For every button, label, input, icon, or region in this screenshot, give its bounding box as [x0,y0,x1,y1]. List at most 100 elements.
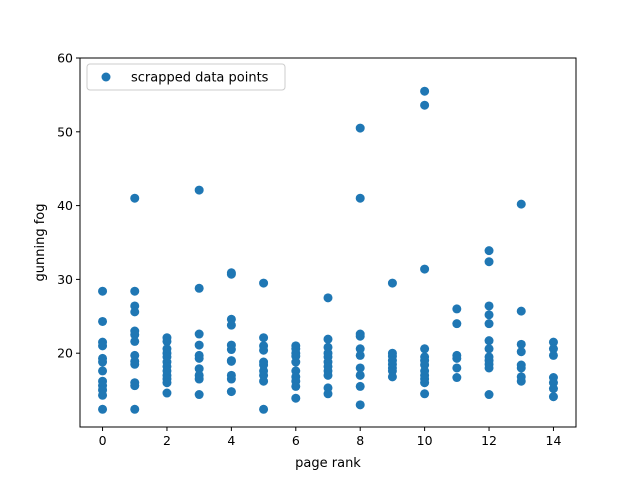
y-tick-label: 60 [57,51,73,66]
data-point [452,304,462,314]
data-point [516,363,526,373]
data-point [516,199,526,209]
y-tick-label: 40 [57,198,73,213]
data-point [226,356,236,366]
y-tick-label: 30 [57,272,73,287]
data-point [516,347,526,357]
data-point [516,376,526,386]
legend: scrapped data points [86,63,286,91]
data-point [259,333,269,343]
data-point [355,344,365,354]
data-point [226,320,236,330]
data-point [162,336,172,346]
data-point [259,404,269,414]
data-point [323,293,333,303]
data-point [323,334,333,344]
data-point [130,286,140,296]
data-point [226,269,236,279]
plot-area-frame [79,57,577,428]
data-point [355,363,365,373]
data-point [194,329,204,339]
data-point [484,336,494,346]
data-point [226,374,236,384]
data-point [355,370,365,380]
y-axis-label: gunning fog [33,204,48,282]
x-tick-label: 8 [356,433,364,448]
legend-box [86,63,286,91]
data-point [355,350,365,360]
data-point [98,390,108,400]
data-point [194,185,204,195]
data-point [98,366,108,376]
x-tick-label: 4 [227,433,235,448]
data-point [162,388,172,398]
data-point [98,341,108,351]
data-point [98,357,108,367]
x-axis-label: page rank [295,456,361,471]
data-point [194,340,204,350]
data-point [323,389,333,399]
data-point [516,339,526,349]
data-point [291,381,301,391]
legend-label: scrapped data points [131,71,269,86]
y-axis-ticks: 20 30 40 50 60 [57,51,80,361]
data-point [548,344,558,354]
data-point [484,301,494,311]
data-point [548,384,558,394]
data-point [452,373,462,383]
legend-marker [101,72,111,82]
data-point [548,392,558,402]
y-tick-label: 20 [57,346,73,361]
data-point [130,359,140,369]
data-point [130,307,140,317]
data-point [130,336,140,346]
data-point [387,372,397,382]
data-point [98,316,108,326]
x-tick-label: 0 [99,433,107,448]
data-point [420,86,430,96]
data-point [484,319,494,329]
data-point [194,364,204,374]
data-point [452,353,462,363]
data-point [420,344,430,354]
data-point [420,264,430,274]
x-tick-label: 14 [546,433,562,448]
data-point [130,381,140,391]
data-point [387,278,397,288]
data-point [548,350,558,360]
data-point [194,353,204,363]
data-point [162,378,172,388]
data-point [484,246,494,256]
data-point [452,319,462,329]
data-point [484,310,494,320]
points-layer [98,86,558,414]
data-point [548,337,558,347]
data-point [484,390,494,400]
data-point [259,345,269,355]
data-point [452,363,462,373]
data-point [130,193,140,203]
x-tick-label: 10 [417,433,433,448]
data-point [355,123,365,133]
x-tick-label: 2 [163,433,171,448]
data-point [194,374,204,384]
data-point [291,393,301,403]
data-point [130,404,140,414]
data-point [259,376,269,386]
data-point [194,390,204,400]
data-point [226,387,236,397]
data-point [355,400,365,410]
data-point [355,381,365,391]
data-point [226,345,236,355]
data-point [323,370,333,380]
data-point [98,286,108,296]
data-point [355,193,365,203]
data-point [484,257,494,267]
data-point [194,283,204,293]
x-tick-label: 6 [292,433,300,448]
data-point [420,389,430,399]
data-point [259,278,269,288]
data-point [291,357,301,367]
y-tick-label: 50 [57,124,73,139]
